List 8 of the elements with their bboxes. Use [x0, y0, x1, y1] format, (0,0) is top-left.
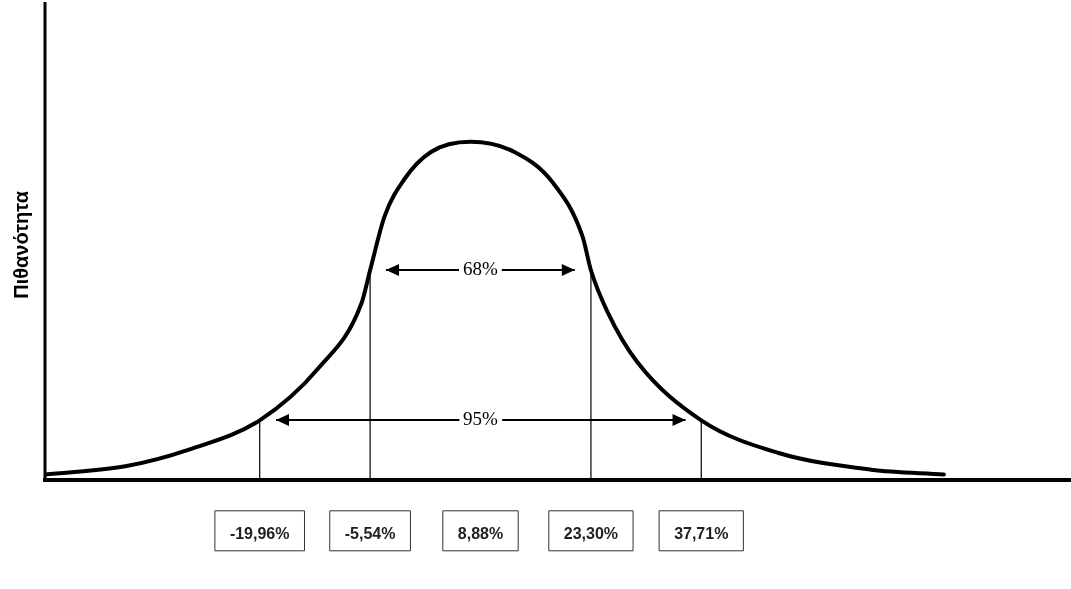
x-tick-label: -19,96% — [229, 524, 290, 542]
annotation: 95% — [463, 408, 499, 430]
x-tick-label: 8,88% — [457, 524, 504, 542]
y-axis-title: Πιθανότητα — [9, 190, 32, 299]
x-tick-label: 23,30% — [563, 524, 619, 542]
x-tick-label: 37,71% — [674, 524, 729, 542]
annotation: 68% — [463, 258, 499, 280]
x-tick-label: -5,54% — [344, 524, 396, 542]
